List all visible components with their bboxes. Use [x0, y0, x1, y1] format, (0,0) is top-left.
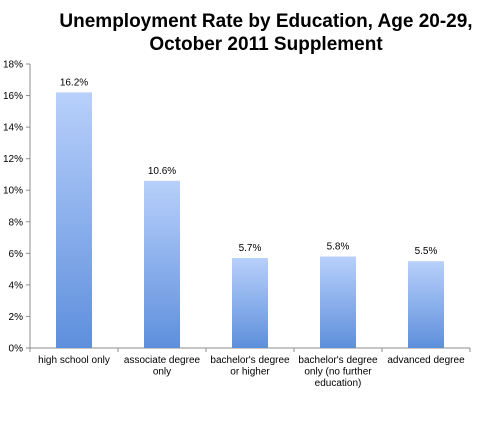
bar	[408, 261, 444, 348]
y-tick-label: 8%	[9, 217, 24, 228]
x-category-label: only	[153, 367, 171, 378]
y-tick-label: 16%	[3, 91, 23, 102]
bar-value-label: 10.6%	[148, 166, 176, 177]
x-category-label: education)	[315, 378, 362, 389]
x-category-label: associate degree	[124, 355, 201, 366]
axes: 0% 2% 4% 6% 8% 10% 12% 14% 16% 18%	[3, 60, 471, 355]
x-category-label: only (no further	[304, 367, 372, 378]
x-category-label: advanced degree	[387, 355, 465, 366]
bar-value-label: 5.5%	[415, 246, 438, 257]
chart-title: Unemployment Rate by Education, Age 20-2…	[59, 11, 472, 55]
y-tick-label: 10%	[3, 186, 23, 197]
bar	[56, 92, 92, 349]
y-tick-label: 14%	[3, 123, 23, 134]
bar-value-label: 16.2%	[60, 77, 88, 88]
bar	[232, 258, 268, 348]
x-category-label: high school only	[38, 355, 110, 366]
bar-value-label: 5.8%	[327, 241, 350, 252]
x-category-label: bachelor's degree	[210, 355, 290, 366]
y-tick-label: 0%	[9, 344, 24, 355]
y-tick-label: 4%	[9, 280, 24, 291]
bar	[144, 180, 180, 348]
x-category-label: bachelor's degree	[298, 355, 378, 366]
y-tick-label: 18%	[3, 60, 23, 71]
y-tick-label: 2%	[9, 312, 24, 323]
chart-title-line-1: Unemployment Rate by Education, Age 20-2…	[59, 11, 472, 32]
y-tick-label: 12%	[3, 154, 23, 165]
y-tick-label: 6%	[9, 249, 24, 260]
data-labels: 16.2% 10.6% 5.7% 5.8% 5.5%	[60, 77, 438, 257]
bar	[320, 256, 356, 348]
bars	[56, 92, 444, 349]
x-category-label: or higher	[230, 367, 270, 378]
bar-value-label: 5.7%	[239, 243, 262, 254]
chart-title-line-2: October 2011 Supplement	[149, 34, 383, 55]
